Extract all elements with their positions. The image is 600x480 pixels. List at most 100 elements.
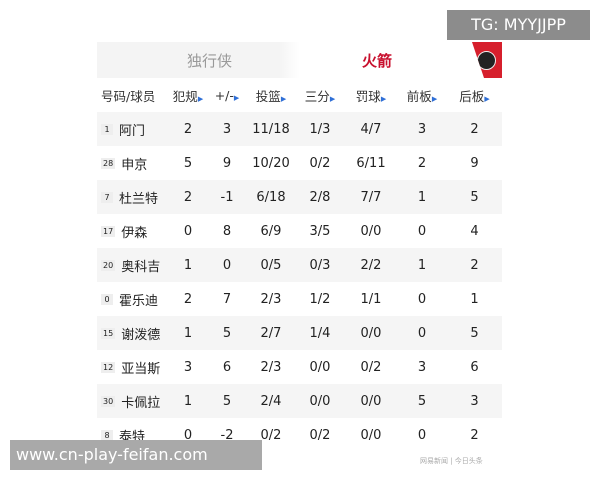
column-header: 号码/球员 — [97, 86, 169, 105]
stat-cell: 7 — [222, 291, 232, 307]
stat-cell: 9 — [470, 155, 479, 171]
stat-cell: 2/2 — [360, 257, 382, 273]
stat-cell: 5 — [417, 393, 427, 409]
table-row[interactable]: 15 谢泼德 1 5 2/7 1/4 0/0 0 5 — [97, 316, 502, 350]
column-header-label: 投篮 — [255, 88, 281, 104]
stat-cell: 0/2 — [360, 359, 382, 375]
table-row[interactable]: 12 亚当斯 3 6 2/3 0/0 0/2 3 6 — [97, 350, 502, 384]
stat-cell: 0/3 — [309, 257, 331, 273]
column-header-label: 号码/球员 — [101, 88, 156, 104]
jersey-number: 30 — [101, 395, 116, 407]
stat-cell: 0/0 — [360, 223, 382, 239]
column-header[interactable]: 投篮▶ — [247, 86, 295, 105]
player-cell: 7 杜兰特 — [97, 188, 169, 207]
source-credit: 网易新闻 | 今日头条 — [420, 457, 483, 465]
stat-cell: 1 — [183, 393, 193, 409]
player-cell: 1 阿门 — [97, 120, 169, 139]
stat-cell: 0/2 — [309, 427, 331, 443]
sort-arrow-icon: ▶ — [431, 94, 438, 103]
stat-cell: 2 — [417, 155, 427, 171]
stat-cell: 0/0 — [360, 393, 382, 409]
column-header-label: 犯规 — [172, 88, 198, 104]
player-table: 1 阿门 2 3 11/18 1/3 4/7 3 2 28 申京 5 9 10/20 0/2 6/11 2 9 7 杜… — [97, 112, 502, 452]
sort-arrow-icon: ▶ — [484, 94, 490, 103]
stat-cell: 0/2 — [309, 155, 331, 171]
stat-cell: 2/7 — [260, 325, 282, 341]
player-name: 奥科吉 — [121, 259, 161, 275]
stat-cell: 2/3 — [260, 291, 282, 307]
stat-cell: 8 — [222, 223, 232, 239]
stat-cell: 1/1 — [360, 291, 382, 307]
jersey-number: 12 — [101, 361, 116, 373]
player-name: 杜兰特 — [119, 191, 159, 207]
sort-arrow-icon: ▶ — [329, 94, 336, 103]
stat-cell: 11/18 — [252, 121, 290, 137]
player-cell: 17 伊森 — [97, 222, 169, 241]
column-header-label: 三分 — [304, 88, 330, 104]
tab-away-team[interactable]: 独行侠 — [187, 52, 233, 70]
jersey-number: 15 — [101, 327, 116, 339]
stat-cell: 0 — [417, 427, 427, 443]
player-cell: 28 申京 — [97, 154, 169, 173]
table-row[interactable]: 28 申京 5 9 10/20 0/2 6/11 2 9 — [97, 146, 502, 180]
sort-arrow-icon: ▶ — [233, 93, 240, 102]
telegram-watermark: TG: MYYJJPP — [447, 10, 590, 40]
jersey-number: 1 — [101, 123, 113, 135]
stat-cell: 1/2 — [309, 291, 331, 307]
column-header[interactable]: 三分▶ — [295, 86, 345, 105]
stat-cell: 10/20 — [252, 155, 290, 171]
player-cell: 20 奥科吉 — [97, 256, 169, 275]
player-name: 阿门 — [119, 123, 146, 139]
stat-cell: 0/0 — [360, 427, 382, 443]
column-header[interactable]: 前板▶ — [397, 86, 447, 105]
player-cell: 30 卡佩拉 — [97, 392, 169, 411]
stat-cell: -1 — [220, 189, 234, 205]
stat-cell: 0/0 — [360, 325, 382, 341]
jersey-number: 28 — [101, 157, 116, 169]
stat-cell: 0 — [183, 427, 193, 443]
stat-cell: 9 — [222, 155, 232, 171]
player-cell: 12 亚当斯 — [97, 358, 169, 377]
box-score-card: 独行侠 火箭 号码/球员 犯规▶ +/-▶ 投篮▶ 三分▶ 罚球▶ 前板▶ 后板▶ 1 阿门 2 3… — [97, 42, 502, 452]
player-name: 霍乐迪 — [119, 293, 159, 309]
sort-arrow-icon: ▶ — [197, 94, 204, 103]
jersey-number: 7 — [101, 191, 113, 203]
stat-cell: 0 — [417, 325, 427, 341]
table-row[interactable]: 20 奥科吉 1 0 0/5 0/3 2/2 1 2 — [97, 248, 502, 282]
column-header[interactable]: 罚球▶ — [345, 86, 397, 105]
stat-cell: 3 — [183, 359, 193, 375]
table-row[interactable]: 1 阿门 2 3 11/18 1/3 4/7 3 2 — [97, 112, 502, 146]
stat-cell: 6/11 — [356, 155, 386, 171]
player-name: 申京 — [121, 157, 148, 173]
site-watermark: www.cn-play-feifan.com — [10, 440, 262, 470]
player-name: 谢泼德 — [121, 327, 161, 343]
stat-cell: 2/3 — [260, 359, 282, 375]
stat-cell: 6 — [222, 359, 232, 375]
stat-cell: 1 — [417, 189, 427, 205]
column-header[interactable]: 犯规▶ — [169, 86, 207, 105]
stat-cell: 2 — [470, 427, 479, 443]
stat-cell: 3 — [417, 121, 427, 137]
jersey-number: 0 — [101, 293, 113, 305]
column-header[interactable]: +/-▶ — [207, 88, 247, 103]
stat-cell: 0 — [417, 291, 427, 307]
stat-cell: 0/2 — [260, 427, 282, 443]
stat-cell: 2 — [183, 189, 193, 205]
stat-cell: 5 — [470, 189, 479, 205]
table-row[interactable]: 17 伊森 0 8 6/9 3/5 0/0 0 4 — [97, 214, 502, 248]
stat-cell: 5 — [222, 393, 232, 409]
stat-cell: 2 — [183, 121, 193, 137]
table-row[interactable]: 0 霍乐迪 2 7 2/3 1/2 1/1 0 1 — [97, 282, 502, 316]
stat-cell: 2 — [470, 121, 479, 137]
stat-cell: 2/4 — [260, 393, 282, 409]
table-row[interactable]: 30 卡佩拉 1 5 2/4 0/0 0/0 5 3 — [97, 384, 502, 418]
table-header: 号码/球员 犯规▶ +/-▶ 投篮▶ 三分▶ 罚球▶ 前板▶ 后板▶ — [97, 78, 502, 112]
stat-cell: 5 — [222, 325, 232, 341]
column-header-label: +/- — [214, 87, 234, 103]
stat-cell: 2 — [470, 257, 479, 273]
tab-home-team[interactable]: 火箭 — [362, 52, 393, 70]
column-header[interactable]: 后板▶ — [447, 86, 502, 105]
table-row[interactable]: 7 杜兰特 2 -1 6/18 2/8 7/7 1 5 — [97, 180, 502, 214]
stat-cell: 1/3 — [309, 121, 331, 137]
stat-cell: 7/7 — [360, 189, 382, 205]
